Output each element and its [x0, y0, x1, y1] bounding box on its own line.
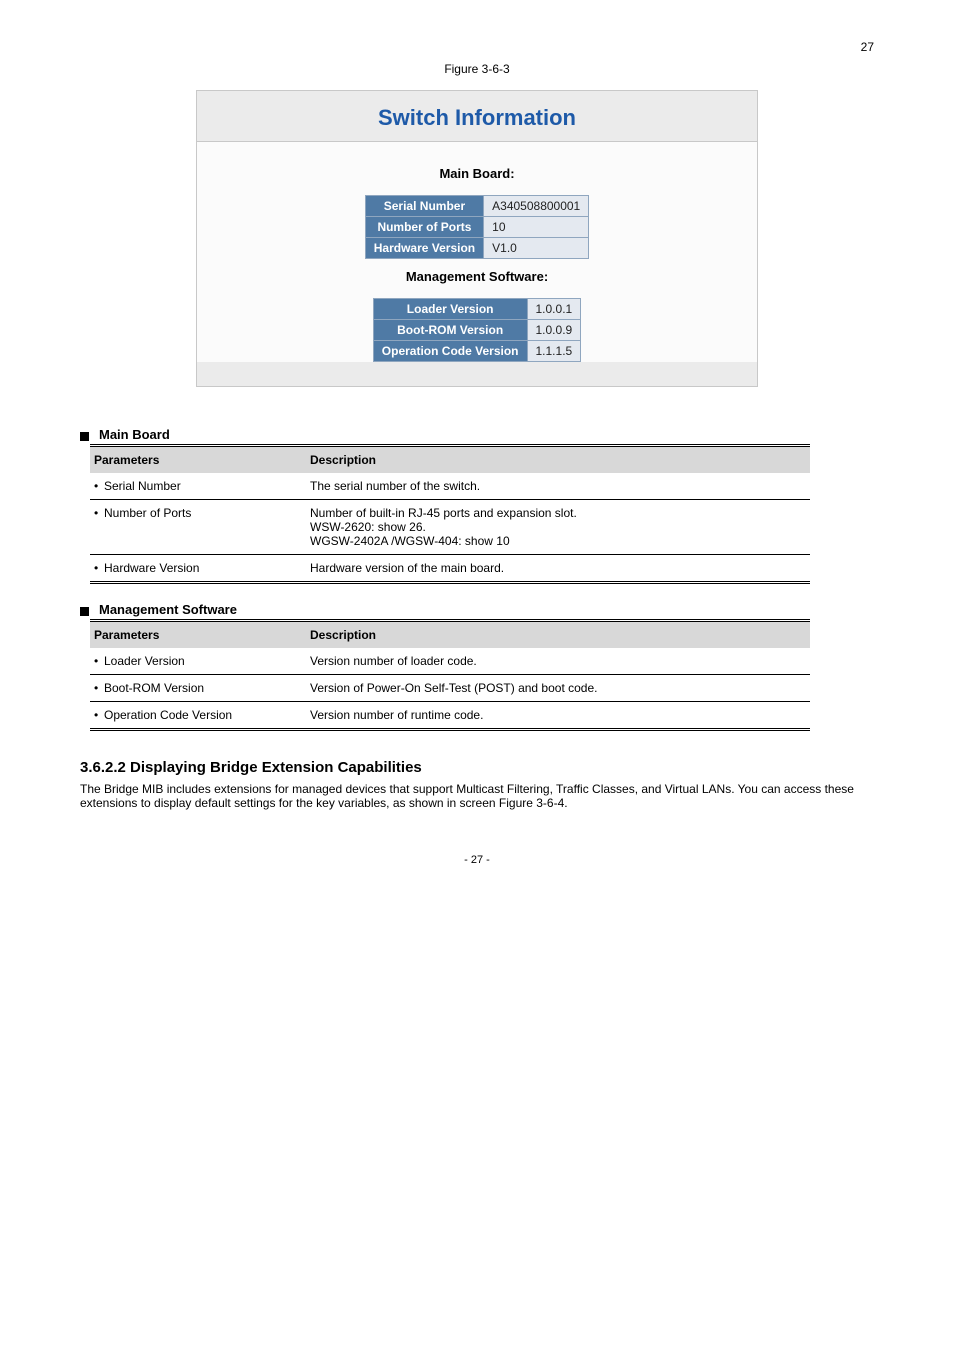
main-board-title: Main Board — [99, 427, 170, 442]
row-value: A340508800001 — [484, 196, 589, 217]
mgmt-software-block: Management Software Parameters Descripti… — [80, 602, 874, 731]
mgmt-software-table: Loader Version 1.0.0.1 Boot-ROM Version … — [373, 298, 581, 362]
square-bullet-icon — [80, 607, 89, 616]
table-row: •Boot-ROM Version Version of Power-On Se… — [90, 675, 810, 702]
row-value: 10 — [484, 217, 589, 238]
main-board-heading: Main Board: — [197, 166, 757, 181]
param-desc: Hardware version of the main board. — [306, 555, 810, 583]
section-heading: 3.6.2.2 Displaying Bridge Extension Capa… — [80, 759, 874, 776]
header-description: Description — [306, 621, 810, 649]
param-name: Operation Code Version — [104, 708, 232, 722]
table-row: Number of Ports 10 — [365, 217, 588, 238]
table-row: Serial Number A340508800001 — [365, 196, 588, 217]
param-desc: The serial number of the switch. — [306, 473, 810, 500]
table-row: Boot-ROM Version 1.0.0.9 — [373, 320, 580, 341]
param-name: Loader Version — [104, 654, 185, 668]
table-row: •Hardware Version Hardware version of th… — [90, 555, 810, 583]
row-label: Number of Ports — [365, 217, 483, 238]
table-row: •Loader Version Version number of loader… — [90, 648, 810, 675]
page-number-top: 27 — [80, 40, 874, 54]
param-desc: Number of built-in RJ-45 ports and expan… — [306, 500, 810, 555]
row-value: 1.0.0.9 — [527, 320, 581, 341]
main-board-block: Main Board Parameters Description •Seria… — [80, 427, 874, 584]
table-header-row: Parameters Description — [90, 621, 810, 649]
param-desc: Version number of loader code. — [306, 648, 810, 675]
table-row: Loader Version 1.0.0.1 — [373, 299, 580, 320]
table-row: Hardware Version V1.0 — [365, 238, 588, 259]
section-body-text: The Bridge MIB includes extensions for m… — [80, 782, 874, 810]
param-name: Boot-ROM Version — [104, 681, 204, 695]
panel-title: Switch Information — [197, 91, 757, 142]
param-name: Serial Number — [104, 479, 181, 493]
panel-body: Main Board: Serial Number A340508800001 … — [197, 142, 757, 362]
row-value: 1.0.0.1 — [527, 299, 581, 320]
row-label: Boot-ROM Version — [373, 320, 527, 341]
main-board-table: Serial Number A340508800001 Number of Po… — [365, 195, 589, 259]
table-row: •Operation Code Version Version number o… — [90, 702, 810, 730]
switch-info-panel: Switch Information Main Board: Serial Nu… — [196, 90, 758, 387]
header-parameters: Parameters — [90, 621, 306, 649]
figure-caption: Figure 3-6-3 — [80, 62, 874, 76]
row-label: Operation Code Version — [373, 341, 527, 362]
square-bullet-icon — [80, 432, 89, 441]
row-label: Serial Number — [365, 196, 483, 217]
param-name: Hardware Version — [104, 561, 199, 575]
mgmt-software-heading: Management Software: — [197, 269, 757, 284]
mgmt-software-title: Management Software — [99, 602, 237, 617]
table-row: Operation Code Version 1.1.1.5 — [373, 341, 580, 362]
mgmt-software-params-table: Parameters Description •Loader Version V… — [90, 619, 810, 731]
row-label: Loader Version — [373, 299, 527, 320]
main-board-params-table: Parameters Description •Serial Number Th… — [90, 444, 810, 584]
param-desc: Version number of runtime code. — [306, 702, 810, 730]
row-value: 1.1.1.5 — [527, 341, 581, 362]
row-label: Hardware Version — [365, 238, 483, 259]
param-name: Number of Ports — [104, 506, 191, 520]
header-description: Description — [306, 446, 810, 474]
header-parameters: Parameters — [90, 446, 306, 474]
row-value: V1.0 — [484, 238, 589, 259]
table-header-row: Parameters Description — [90, 446, 810, 474]
table-row: •Serial Number The serial number of the … — [90, 473, 810, 500]
page-footer: - 27 - — [80, 854, 874, 866]
param-desc: Version of Power-On Self-Test (POST) and… — [306, 675, 810, 702]
table-row: •Number of Ports Number of built-in RJ-4… — [90, 500, 810, 555]
